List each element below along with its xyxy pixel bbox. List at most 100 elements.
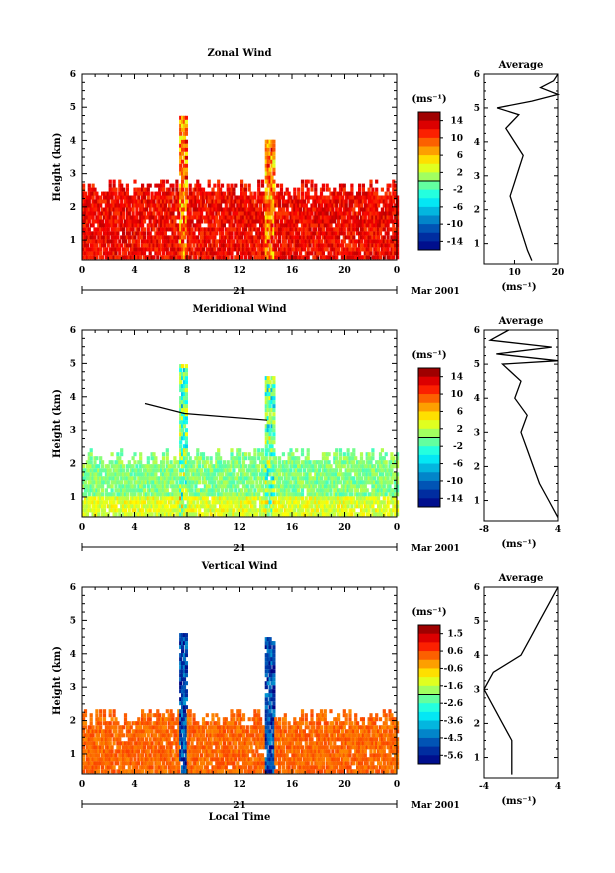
colorbar-tick-label: 0.6 — [447, 647, 463, 657]
colorbar-tick-label: 6 — [457, 407, 463, 417]
average-y-tick-label: 2 — [474, 719, 480, 729]
heatmap-cells — [82, 115, 400, 260]
x-tick-label: 4 — [131, 266, 137, 276]
y-tick-label: 3 — [70, 683, 76, 693]
colorbar-tick-label: -10 — [447, 477, 463, 487]
y-tick-label: 2 — [70, 460, 76, 470]
y-tick-label: 6 — [70, 583, 76, 593]
colorbar-tick-label: -2.6 — [444, 699, 463, 709]
x-tick-label: 8 — [184, 266, 190, 276]
average-x-tick-label: -4 — [479, 782, 489, 792]
colorbar-tick-label: 10 — [450, 134, 463, 144]
colorbar-tick-label: -14 — [447, 237, 463, 247]
x-tick-label: 4 — [131, 780, 137, 790]
y-tick-label: 5 — [70, 103, 76, 113]
date-day-label: 21 — [233, 544, 246, 554]
average-y-tick-label: 6 — [474, 583, 480, 593]
x-tick-label: 20 — [338, 523, 351, 533]
average-x-tick-label: 20 — [552, 268, 565, 278]
average-y-tick-label: 6 — [474, 326, 480, 336]
y-axis: 1 2 3 4 5 6 — [70, 70, 397, 246]
y-axis-label: Height (km) — [52, 389, 63, 458]
y-tick-label: 4 — [70, 393, 76, 403]
colorbar-tick-label: -10 — [447, 220, 463, 230]
overlay-line — [144, 402, 268, 421]
average-y-tick-label: 5 — [474, 104, 480, 114]
colorbar-tick-label: -14 — [447, 494, 463, 504]
colorbar-tick-label: 10 — [450, 390, 463, 400]
y-tick-label: 3 — [70, 170, 76, 180]
colorbar-tick-label: 1.5 — [447, 630, 463, 640]
average-y-tick-label: 1 — [474, 240, 480, 250]
y-axis-label: Height (km) — [52, 133, 63, 202]
colorbar-tick-label: -0.6 — [444, 664, 463, 674]
colorbar-tick-label: -6 — [453, 460, 463, 470]
x-tick-label: 16 — [286, 266, 299, 276]
y-axis-label: Height (km) — [52, 646, 63, 715]
average-y-tick-label: 2 — [474, 206, 480, 216]
y-tick-label: 1 — [70, 493, 76, 503]
panel-title: Vertical Wind — [201, 561, 278, 572]
date-label: Mar 2001 — [411, 544, 460, 554]
colorbar-tick-label: -1.6 — [444, 682, 463, 692]
x-tick-label: 8 — [184, 780, 190, 790]
average-y-tick-label: 4 — [474, 394, 480, 404]
y-axis: 1 2 3 4 5 6 — [70, 326, 397, 503]
average-y-tick-label: 3 — [474, 428, 480, 438]
panel-title: Meridional Wind — [192, 304, 286, 315]
x-tick-label: 16 — [286, 780, 299, 790]
colorbar-tick-label: -5.6 — [444, 751, 463, 761]
y-tick-label: 1 — [70, 236, 76, 246]
average-x-label: (ms⁻¹) — [501, 796, 536, 807]
average-x-tick-label: 10 — [508, 268, 521, 278]
average-y-tick-label: 6 — [474, 70, 480, 80]
average-x-label: (ms⁻¹) — [501, 282, 536, 293]
panel-title: Zonal Wind — [207, 48, 271, 59]
average-frame — [483, 73, 559, 265]
y-tick-label: 3 — [70, 426, 76, 436]
colorbar-tick-label: 2 — [457, 425, 463, 435]
x-tick-label: 12 — [233, 266, 246, 276]
x-tick-label: 4 — [131, 523, 137, 533]
y-tick-label: 1 — [70, 750, 76, 760]
average-x-tick-label: 4 — [555, 525, 561, 535]
y-axis: 1 2 3 4 5 6 — [70, 583, 397, 760]
y-tick-label: 6 — [70, 326, 76, 336]
date-label: Mar 2001 — [411, 801, 460, 811]
x-tick-label: 8 — [184, 523, 190, 533]
average-y-tick-label: 1 — [474, 754, 480, 764]
x-axis: 0 4 8 12 16 20 0 — [79, 587, 400, 790]
average-frame — [483, 329, 559, 522]
x-tick-label: 12 — [233, 523, 246, 533]
x-tick-label: 20 — [338, 266, 351, 276]
y-tick-label: 5 — [70, 616, 76, 626]
y-tick-label: 2 — [70, 717, 76, 727]
x-tick-label: 0 — [394, 780, 400, 790]
average-profile-line — [483, 586, 559, 775]
average-x-tick-label: 4 — [555, 782, 561, 792]
date-day-label: 21 — [233, 287, 246, 297]
colorbar: (ms⁻¹) 1.5 0.6 -0.6 -1.6 -2.6 -3.6 -4.5 -5.6 — [411, 607, 463, 765]
average-title: Average — [498, 60, 544, 71]
colorbar-tick-label: 14 — [450, 117, 463, 127]
heatmap-cells — [82, 633, 400, 774]
date-day-label: 21 — [233, 801, 246, 811]
average-panel: Average 1 2 3 4 5 6 -4 4 (ms⁻¹) — [474, 573, 561, 807]
average-x-label: (ms⁻¹) — [501, 539, 536, 550]
y-tick-label: 5 — [70, 359, 76, 369]
colorbar-tick-label: -6 — [453, 203, 463, 213]
heatmap-cells — [82, 364, 400, 517]
average-frame — [483, 586, 559, 779]
colorbar-tick-label: -3.6 — [444, 717, 463, 727]
colorbar-unit: (ms⁻¹) — [411, 94, 446, 105]
x-axis: 0 4 8 12 16 20 0 — [79, 330, 400, 533]
x-axis-label: Local Time — [209, 812, 271, 823]
colorbar: (ms⁻¹) 14 10 6 2 -2 -6 -10 -14 — [411, 94, 463, 251]
y-tick-label: 4 — [70, 650, 76, 660]
colorbar-tick-label: -4.5 — [444, 734, 463, 744]
colorbar-tick-label: -2 — [453, 186, 463, 196]
average-title: Average — [498, 316, 544, 327]
